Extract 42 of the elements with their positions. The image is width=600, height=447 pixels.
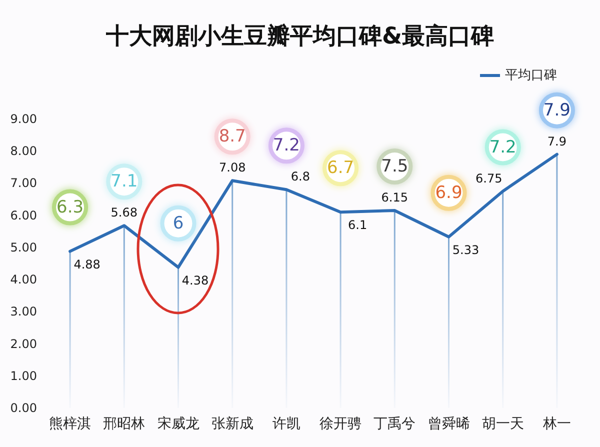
x-tick-label: 张新成 — [211, 416, 254, 432]
annotation: 6.7 — [327, 158, 354, 178]
legend-label: 平均口碑 — [505, 68, 557, 83]
x-tick-label: 丁禹兮 — [374, 416, 416, 432]
annotation: 7.2 — [489, 137, 516, 158]
y-tick-label: 7.00 — [10, 176, 37, 190]
data-label: 4.38 — [182, 273, 209, 288]
annotation: 7.5 — [381, 156, 408, 177]
data-label: 7.9 — [547, 134, 566, 148]
data-label: 6.8 — [290, 170, 310, 184]
y-tick-label: 8.00 — [10, 144, 37, 158]
y-tick-label: 0.00 — [10, 401, 37, 415]
x-tick-label: 林一 — [542, 416, 571, 432]
y-tick-label: 5.00 — [10, 240, 37, 254]
annotation: 7.1 — [110, 172, 138, 192]
x-tick-label: 熊梓淇 — [49, 416, 92, 432]
data-label: 6.1 — [348, 218, 368, 232]
annotation: 7.2 — [272, 136, 300, 156]
data-label: 5.68 — [110, 206, 138, 220]
annotation: 6.9 — [435, 182, 462, 203]
x-tick-label: 胡一天 — [482, 416, 524, 432]
x-tick-label: 曾舜晞 — [428, 416, 470, 432]
data-label: 4.88 — [74, 257, 100, 272]
y-tick-label: 3.00 — [10, 304, 37, 319]
x-tick-label: 许凯 — [272, 416, 300, 432]
data-label: 5.33 — [452, 242, 480, 257]
x-tick-label: 邢昭林 — [103, 416, 146, 432]
annotation: 7.9 — [543, 100, 570, 120]
x-tick-label: 宋威龙 — [157, 416, 200, 432]
annotation: 6 — [172, 213, 184, 234]
y-tick-label: 1.00 — [10, 368, 37, 383]
y-tick-label: 9.00 — [10, 112, 37, 126]
data-label: 7.08 — [218, 160, 246, 175]
annotation: 8.7 — [218, 126, 246, 147]
data-label: 6.75 — [475, 171, 502, 186]
annotation: 6.3 — [56, 197, 84, 218]
data-label: 6.15 — [381, 190, 408, 205]
chart-title: 十大网剧小生豆瓣平均口碑&最高口碑 — [104, 22, 494, 50]
y-tick-label: 2.00 — [10, 336, 37, 351]
y-tick-label: 6.00 — [10, 208, 37, 222]
x-tick-label: 徐开骋 — [320, 416, 362, 432]
y-tick-label: 4.00 — [10, 272, 37, 287]
